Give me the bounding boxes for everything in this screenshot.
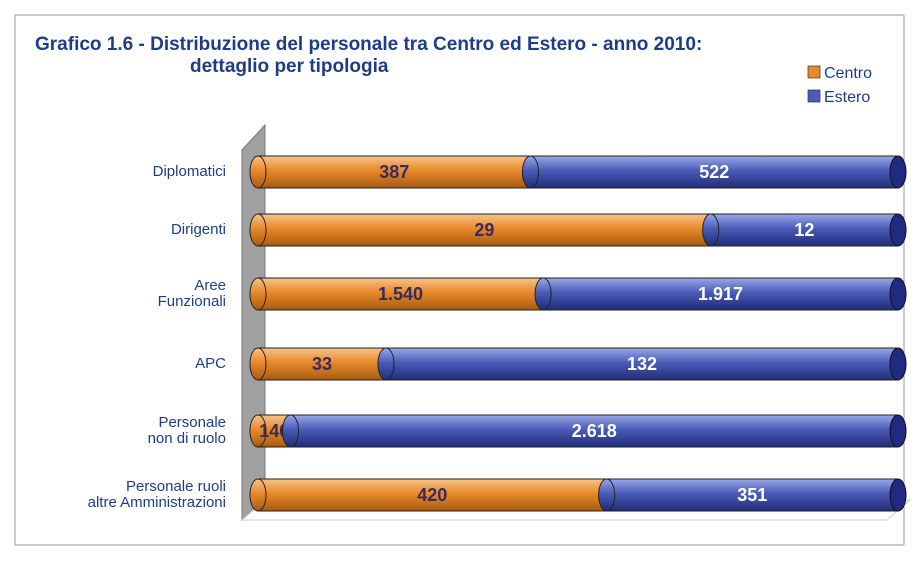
value-label: 387: [379, 162, 409, 182]
bar-end: [889, 213, 907, 247]
legend-swatch: [807, 89, 821, 103]
bar-end: [889, 414, 907, 448]
bar-segment: [290, 415, 898, 447]
bar-segment: [258, 214, 711, 246]
value-label: 33: [312, 354, 332, 374]
bar-cap: [521, 155, 539, 189]
bar-cap: [249, 213, 267, 247]
bar-segment: [258, 156, 531, 188]
bar-end: [889, 478, 907, 512]
bar-segment: [530, 156, 898, 188]
bar-cap: [281, 414, 299, 448]
y-tick-label: Aree Funzionali: [158, 277, 226, 310]
bar-end: [889, 155, 907, 189]
value-label: 1.540: [378, 284, 423, 304]
value-label: 132: [627, 354, 657, 374]
y-tick-label: Dirigenti: [171, 221, 226, 238]
bar-end: [889, 277, 907, 311]
bar-cap: [377, 347, 395, 381]
y-tick-label: Personale ruoli altre Amministrazioni: [88, 478, 226, 511]
chart-title: Grafico 1.6 - Distribuzione del personal…: [35, 34, 702, 77]
bar-end: [889, 347, 907, 381]
bar-cap: [249, 155, 267, 189]
value-label: 29: [474, 220, 494, 240]
value-label: 2.618: [572, 421, 617, 441]
bar-cap: [702, 213, 720, 247]
value-label: 351: [737, 485, 767, 505]
y-tick-label: Personale non di ruolo: [148, 414, 226, 447]
value-label: 420: [417, 485, 447, 505]
y-tick-label: Diplomatici: [153, 163, 226, 180]
bar-segment: [258, 479, 607, 511]
bar-segment: [606, 479, 898, 511]
value-label: 12: [794, 220, 814, 240]
bar-cap: [249, 478, 267, 512]
legend-label: Estero: [824, 89, 870, 106]
legend-swatch: [807, 65, 821, 79]
value-label: 140: [259, 421, 289, 441]
legend-label: Centro: [824, 65, 872, 82]
y-tick-label: APC: [195, 355, 226, 372]
bar-cap: [249, 347, 267, 381]
bar-segment: [543, 278, 898, 310]
value-label: 522: [699, 162, 729, 182]
bar-segment: [386, 348, 898, 380]
bar-segment: [710, 214, 898, 246]
bar-cap: [534, 277, 552, 311]
bar-cap: [598, 478, 616, 512]
bar-segment: [258, 348, 386, 380]
bar-segment: [258, 278, 544, 310]
bar-cap: [249, 277, 267, 311]
value-label: 1.917: [698, 284, 743, 304]
